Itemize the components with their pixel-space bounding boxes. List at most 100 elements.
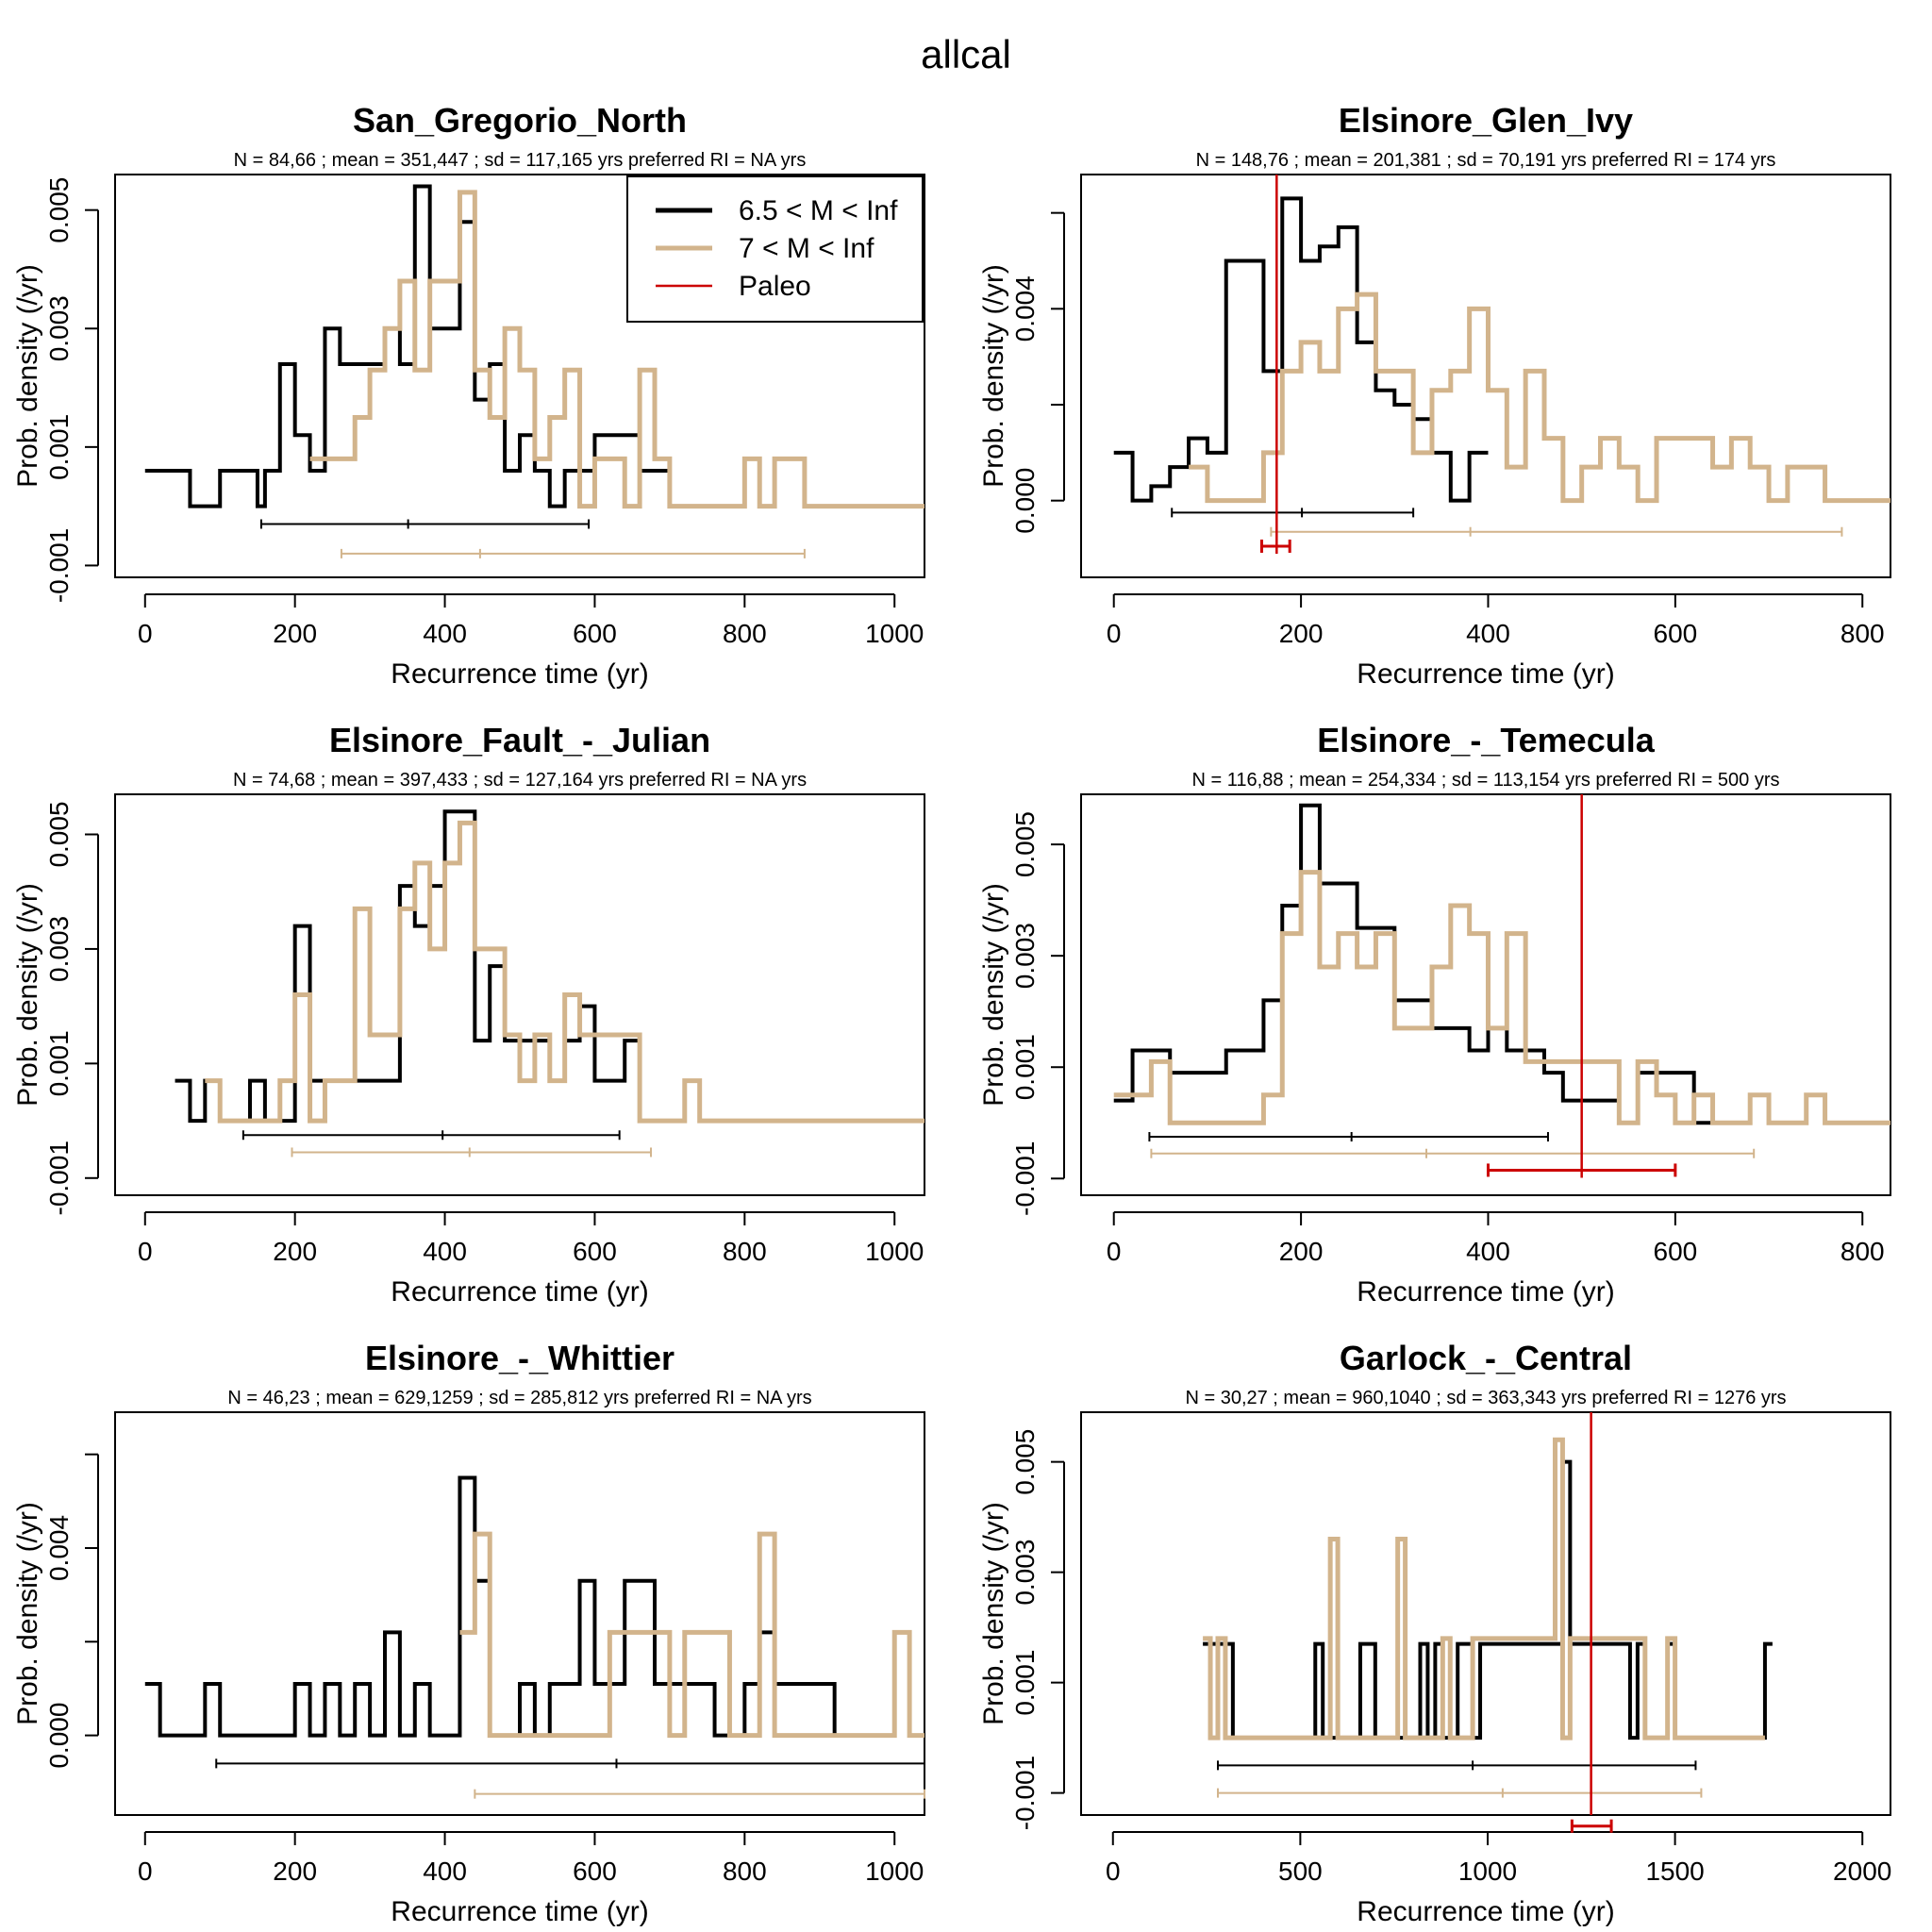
x-axis-label: Recurrence time (yr) xyxy=(1357,1276,1614,1307)
series-m7-line xyxy=(309,190,924,509)
x-tick-label: 1000 xyxy=(1458,1857,1517,1886)
series-m7-line xyxy=(459,1531,924,1739)
y-axis-label: Prob. density (/yr) xyxy=(978,264,1009,488)
series-m7-line xyxy=(205,820,924,1124)
x-tick-label: 800 xyxy=(1840,1237,1885,1266)
panel-title: Elsinore_Fault_-_Julian xyxy=(329,721,710,759)
x-tick-label: 600 xyxy=(573,619,617,648)
y-tick-label: 0.005 xyxy=(1010,811,1040,877)
x-axis-label: Recurrence time (yr) xyxy=(1357,658,1614,690)
x-tick-label: 0 xyxy=(1107,619,1122,648)
x-tick-label: 600 xyxy=(573,1237,617,1266)
x-tick-label: 600 xyxy=(1654,619,1698,648)
x-axis-label: Recurrence time (yr) xyxy=(391,1896,648,1927)
x-tick-label: 400 xyxy=(423,1857,467,1886)
y-tick-label: 0.003 xyxy=(44,295,74,361)
x-tick-label: 800 xyxy=(1840,619,1885,648)
panel-stats: N = 116,88 ; mean = 254,334 ; sd = 113,1… xyxy=(1192,770,1780,791)
y-axis-label: Prob. density (/yr) xyxy=(978,1502,1009,1725)
x-tick-label: 600 xyxy=(573,1857,617,1886)
panel-stats: N = 46,23 ; mean = 629,1259 ; sd = 285,8… xyxy=(227,1388,811,1408)
y-tick-label: 0.005 xyxy=(44,177,74,243)
x-tick-label: 200 xyxy=(1279,619,1324,648)
x-tick-label: 400 xyxy=(1466,1237,1510,1266)
y-tick-label: 0.003 xyxy=(44,916,74,982)
x-tick-label: 1000 xyxy=(865,1857,924,1886)
y-tick-label: -0.001 xyxy=(44,1141,74,1215)
y-tick-label: 0.001 xyxy=(1010,1650,1040,1716)
x-tick-label: 800 xyxy=(723,1237,767,1266)
y-tick-label: 0.005 xyxy=(1010,1429,1040,1495)
series-m65-line xyxy=(1113,803,1713,1125)
x-tick-label: 2000 xyxy=(1833,1857,1891,1886)
series-m7-line xyxy=(1189,291,1890,504)
panel-title: Elsinore_-_Whittier xyxy=(365,1339,675,1377)
x-tick-label: 600 xyxy=(1654,1237,1698,1266)
y-tick-label: -0.001 xyxy=(1010,1141,1040,1216)
series-m65-line xyxy=(1203,1459,1773,1740)
panel-title: Elsinore_Glen_Ivy xyxy=(1339,101,1633,140)
x-tick-label: 1000 xyxy=(865,1237,924,1266)
x-tick-label: 0 xyxy=(138,1857,153,1886)
plot-frame xyxy=(114,1411,925,1816)
figure-title: allcal xyxy=(921,32,1011,76)
series-m7-line xyxy=(1203,1437,1765,1740)
panel-title: Elsinore_-_Temecula xyxy=(1317,721,1655,759)
y-tick-label: 0.004 xyxy=(1010,275,1040,341)
y-axis-label: Prob. density (/yr) xyxy=(12,264,43,488)
panel-stats: N = 30,27 ; mean = 960,1040 ; sd = 363,3… xyxy=(1185,1388,1786,1408)
y-axis-label: Prob. density (/yr) xyxy=(12,883,43,1107)
series-m65-line xyxy=(175,809,670,1124)
x-tick-label: 0 xyxy=(138,1237,153,1266)
series-m65-line xyxy=(1113,196,1489,503)
x-tick-label: 200 xyxy=(273,1857,317,1886)
legend-label: 6.5 < M < Inf xyxy=(739,195,898,226)
plot-frame xyxy=(114,174,925,578)
x-axis-label: Recurrence time (yr) xyxy=(1357,1896,1614,1927)
x-tick-label: 200 xyxy=(273,619,317,648)
y-tick-label: 0.003 xyxy=(1010,1540,1040,1606)
x-tick-label: 800 xyxy=(723,619,767,648)
plot-frame xyxy=(1080,793,1891,1196)
y-tick-label: 0.004 xyxy=(44,1515,74,1581)
x-tick-label: 500 xyxy=(1278,1857,1323,1886)
x-tick-label: 400 xyxy=(423,619,467,648)
y-tick-label: 0.001 xyxy=(44,414,74,480)
x-tick-label: 0 xyxy=(1106,1857,1121,1886)
x-tick-label: 0 xyxy=(138,619,153,648)
y-tick-label: 0.005 xyxy=(44,801,74,867)
panel-stats: N = 84,66 ; mean = 351,447 ; sd = 117,16… xyxy=(234,150,807,171)
y-tick-label: 0.001 xyxy=(1010,1034,1040,1100)
legend-label: 7 < M < Inf xyxy=(739,233,874,264)
x-tick-label: 800 xyxy=(723,1857,767,1886)
panel-stats: N = 148,76 ; mean = 201,381 ; sd = 70,19… xyxy=(1196,150,1776,171)
x-axis-label: Recurrence time (yr) xyxy=(391,658,648,690)
y-tick-label: 0.000 xyxy=(1010,468,1040,534)
plot-frame xyxy=(1080,174,1891,578)
y-tick-label: -0.001 xyxy=(1010,1756,1040,1830)
series-m65-line xyxy=(144,1475,880,1738)
x-tick-label: 0 xyxy=(1107,1237,1122,1266)
plot-frame xyxy=(1080,1411,1891,1816)
x-axis-label: Recurrence time (yr) xyxy=(391,1276,648,1307)
x-tick-label: 1000 xyxy=(865,619,924,648)
panel-title: Garlock_-_Central xyxy=(1340,1339,1632,1377)
x-tick-label: 400 xyxy=(1466,619,1510,648)
y-axis-label: Prob. density (/yr) xyxy=(978,883,1009,1107)
y-axis-label: Prob. density (/yr) xyxy=(12,1502,43,1725)
x-tick-label: 1500 xyxy=(1645,1857,1704,1886)
x-tick-label: 200 xyxy=(1279,1237,1324,1266)
y-tick-label: 0.003 xyxy=(1010,923,1040,989)
y-tick-label: -0.001 xyxy=(44,528,74,603)
panel-title: San_Gregorio_North xyxy=(353,101,687,140)
legend-label: Paleo xyxy=(739,271,811,302)
x-tick-label: 200 xyxy=(273,1237,317,1266)
x-tick-label: 400 xyxy=(423,1237,467,1266)
plot-frame xyxy=(114,793,925,1196)
y-tick-label: 0.001 xyxy=(44,1030,74,1096)
series-m7-line xyxy=(1113,870,1890,1125)
panel-stats: N = 74,68 ; mean = 397,433 ; sd = 127,16… xyxy=(233,770,807,791)
y-tick-label: 0.000 xyxy=(44,1703,74,1769)
